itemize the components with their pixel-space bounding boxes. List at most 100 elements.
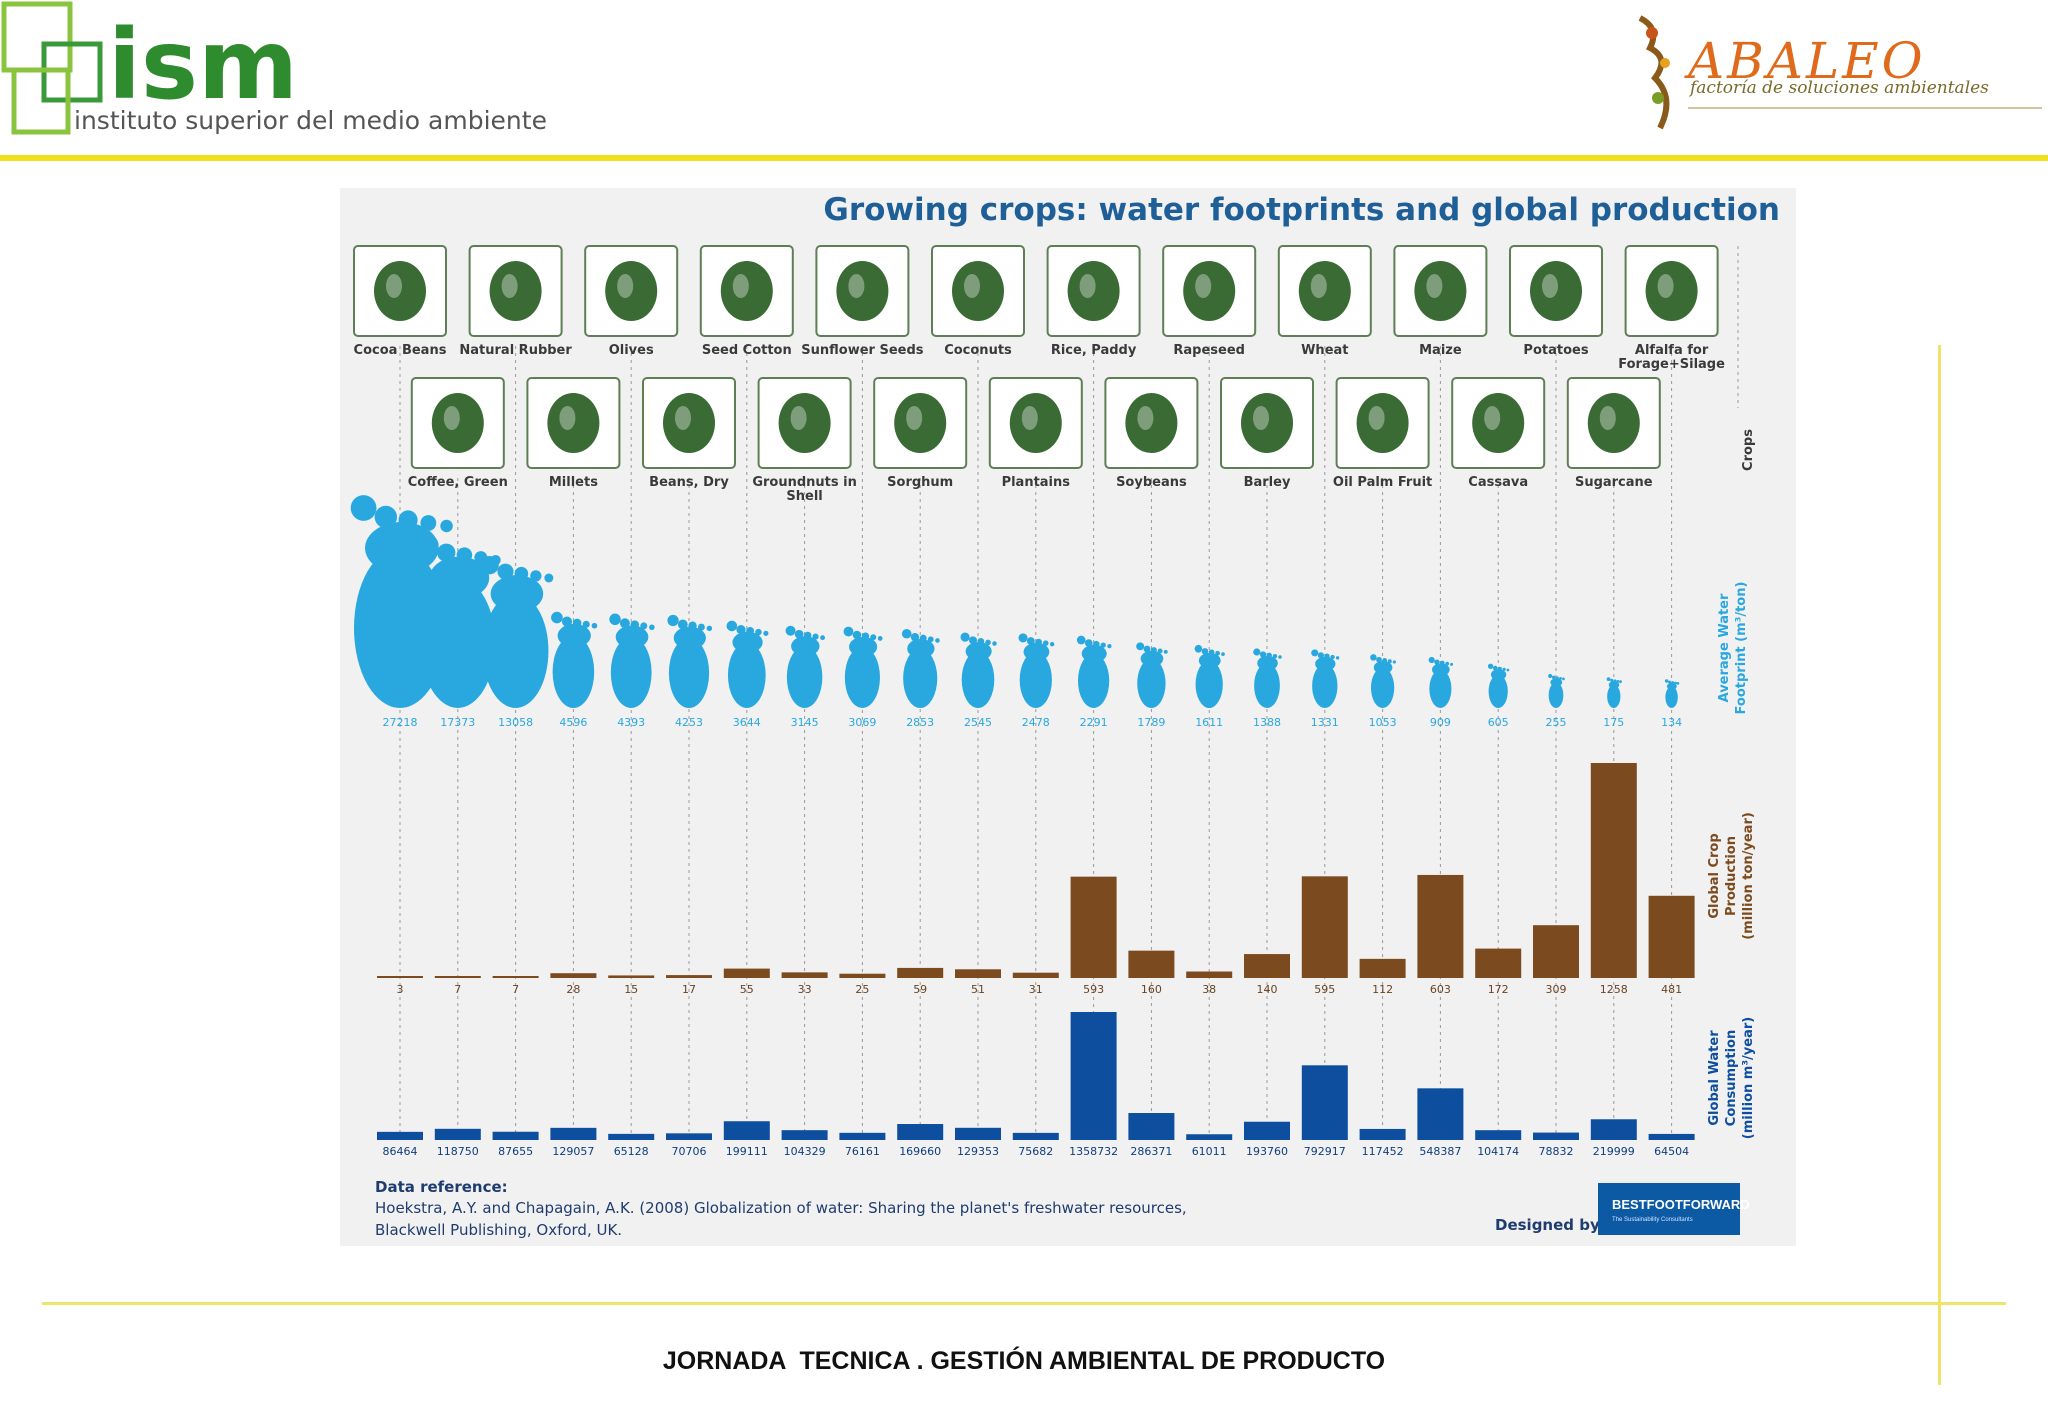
consumption-value-label: 117452 bbox=[1362, 1145, 1404, 1158]
crop-label: Sugarcane bbox=[1575, 475, 1653, 490]
footprint-toe bbox=[763, 630, 769, 636]
footprint-value-label: 2478 bbox=[1022, 716, 1050, 729]
water-footprint-mark bbox=[609, 613, 655, 708]
production-bar bbox=[608, 975, 655, 978]
footprint-toe bbox=[861, 632, 870, 640]
crop-icon-shape bbox=[1587, 393, 1640, 453]
footprint-toe bbox=[630, 620, 640, 629]
consumption-bar bbox=[1244, 1121, 1290, 1140]
footprint-sole bbox=[1607, 684, 1621, 708]
alfalfa-icon bbox=[1624, 245, 1719, 337]
production-bar bbox=[1070, 876, 1117, 978]
footprint-toe bbox=[514, 566, 529, 581]
crop-icon-shape bbox=[663, 393, 715, 453]
water-footprint-mark bbox=[1664, 679, 1680, 708]
footprint-toe bbox=[919, 634, 927, 642]
consumption-value-label: 219999 bbox=[1593, 1145, 1635, 1158]
crop-label: Barley bbox=[1244, 475, 1291, 490]
row-label: Consumption bbox=[1724, 1030, 1739, 1126]
cocoa-pod-icon bbox=[353, 245, 447, 337]
footprint-ball bbox=[1257, 655, 1278, 671]
footprint-toe bbox=[1668, 680, 1672, 684]
sunflower-icon bbox=[815, 245, 910, 337]
plantain-icon bbox=[988, 377, 1083, 469]
footprint-ball bbox=[1666, 682, 1677, 690]
consumption-value-label: 76161 bbox=[845, 1145, 880, 1158]
footprint-toe bbox=[726, 620, 738, 632]
footprint-sole bbox=[903, 648, 938, 708]
footprint-toe bbox=[1201, 648, 1209, 655]
footprint-toe bbox=[1555, 676, 1559, 680]
footprint-toe bbox=[530, 570, 542, 582]
footprint-toe bbox=[697, 623, 705, 631]
crop-icon-highlight bbox=[617, 274, 634, 298]
footprint-sole bbox=[1019, 651, 1052, 708]
crop-label: Coconuts bbox=[944, 343, 1012, 358]
production-value-label: 17 bbox=[682, 983, 696, 996]
production-value-label: 481 bbox=[1661, 983, 1682, 996]
production-bar bbox=[434, 976, 481, 978]
oil-palm-fruit-icon bbox=[1335, 377, 1430, 469]
footprint-toe bbox=[1272, 653, 1278, 659]
crop-icon-shape bbox=[1414, 261, 1467, 321]
crop-icon-highlight bbox=[1657, 274, 1674, 298]
crop-icon-highlight bbox=[964, 274, 980, 298]
footprint-toe bbox=[398, 510, 418, 530]
footprint-value-label: 1388 bbox=[1253, 716, 1281, 729]
footprint-toe bbox=[969, 636, 977, 645]
footprint-toe bbox=[1035, 638, 1042, 646]
olives-icon bbox=[584, 245, 679, 337]
footprint-toe bbox=[551, 611, 563, 624]
consumption-bar bbox=[1533, 1132, 1579, 1140]
footprint-sole bbox=[844, 646, 880, 708]
footprint-toe bbox=[1676, 681, 1680, 685]
footprint-toe bbox=[1259, 651, 1267, 658]
footprint-value-label: 4253 bbox=[675, 716, 703, 729]
chart-title: Growing crops: water footprints and glob… bbox=[823, 192, 1780, 228]
production-value-label: 112 bbox=[1372, 983, 1393, 996]
footprint-sole bbox=[786, 646, 823, 708]
footprint-toe bbox=[1076, 635, 1086, 645]
consumption-bar bbox=[377, 1131, 423, 1140]
crop-icon-shape bbox=[1356, 393, 1409, 453]
crop-icon-highlight bbox=[848, 274, 865, 298]
production-value-label: 7 bbox=[454, 983, 461, 996]
production-bar bbox=[897, 967, 944, 978]
production-bar bbox=[1359, 958, 1406, 978]
consumption-bar bbox=[1475, 1130, 1522, 1140]
consumption-bar bbox=[1301, 1065, 1348, 1140]
production-bar bbox=[492, 976, 539, 978]
footprint-ball bbox=[1315, 656, 1336, 672]
footprint-ball bbox=[365, 522, 439, 574]
footer-rule bbox=[42, 1302, 2006, 1305]
consumption-value-label: 1358732 bbox=[1069, 1145, 1118, 1158]
footprint-toe bbox=[582, 620, 590, 628]
footprint-toe bbox=[746, 626, 755, 635]
ism-logo-text: ism bbox=[108, 9, 298, 121]
footprint-toe bbox=[1506, 668, 1510, 672]
crop-icon-highlight bbox=[906, 406, 923, 430]
production-value-label: 603 bbox=[1430, 983, 1451, 996]
production-bar bbox=[1301, 876, 1348, 978]
footprint-ball bbox=[1550, 678, 1563, 687]
cotton-boll-icon bbox=[699, 245, 794, 337]
footprint-toe bbox=[1042, 640, 1049, 646]
reference-citation-line-2: Blackwell Publishing, Oxford, UK. bbox=[375, 1221, 623, 1239]
consumption-value-label: 104329 bbox=[784, 1145, 826, 1158]
production-value-label: 51 bbox=[971, 983, 985, 996]
row-label: (million ton/year) bbox=[1741, 812, 1756, 940]
crop-label: Coffee, Green bbox=[408, 475, 508, 490]
coffee-plant-icon bbox=[410, 377, 505, 469]
footprint-sole bbox=[1488, 674, 1508, 708]
production-bar bbox=[1533, 925, 1579, 978]
consumption-value-label: 75682 bbox=[1018, 1145, 1053, 1158]
beans-icon bbox=[642, 377, 736, 469]
footprint-toe bbox=[420, 515, 437, 531]
footprint-value-label: 909 bbox=[1430, 716, 1451, 729]
footprint-value-label: 2853 bbox=[906, 716, 934, 729]
crop-icon-shape bbox=[1472, 393, 1525, 453]
maize-icon bbox=[1393, 245, 1488, 337]
footprint-toe bbox=[1335, 656, 1340, 660]
row-label: Crops bbox=[1741, 429, 1756, 471]
consumption-value-label: 78832 bbox=[1539, 1145, 1574, 1158]
